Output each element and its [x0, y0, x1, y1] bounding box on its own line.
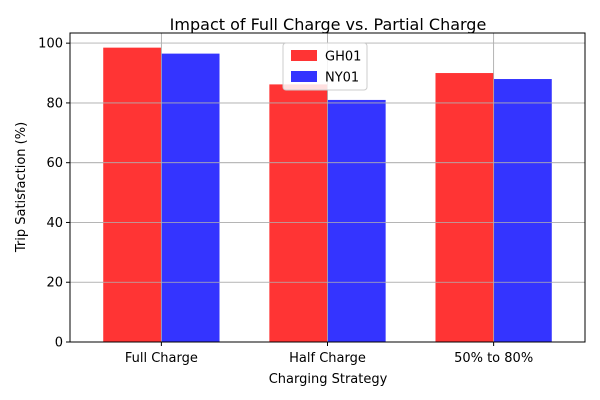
y-axis-label: Trip Satisfaction (%) — [14, 122, 29, 253]
legend-swatch — [291, 50, 317, 61]
bars — [70, 33, 585, 343]
x-axis-label: Charging Strategy — [269, 372, 388, 387]
x-tick-label: Half Charge — [289, 351, 366, 366]
bar — [327, 99, 386, 343]
y-tick-label: 60 — [46, 156, 63, 171]
y-tick-label: 0 — [55, 336, 63, 351]
y-ticks: 0 20 40 60 80 100 — [38, 37, 70, 351]
y-tick-label: 40 — [46, 216, 63, 231]
x-tick-label: Full Charge — [125, 351, 198, 366]
legend-swatch — [291, 71, 317, 82]
bar — [103, 47, 162, 343]
legend-label: NY01 — [325, 71, 359, 86]
legend: GH01 NY01 — [282, 42, 368, 91]
bar — [161, 53, 220, 342]
x-ticks: Full Charge Half Charge 50% to 80% — [125, 342, 533, 366]
x-tick-label: 50% to 80% — [454, 351, 533, 366]
bar — [493, 79, 552, 343]
y-tick-label: 100 — [38, 37, 63, 52]
chart-title: Impact of Full Charge vs. Partial Charge — [170, 15, 487, 34]
bar — [435, 73, 494, 342]
legend-label: GH01 — [325, 50, 361, 65]
bar — [269, 84, 328, 342]
y-tick-label: 20 — [46, 276, 63, 291]
y-tick-label: 80 — [46, 96, 63, 111]
